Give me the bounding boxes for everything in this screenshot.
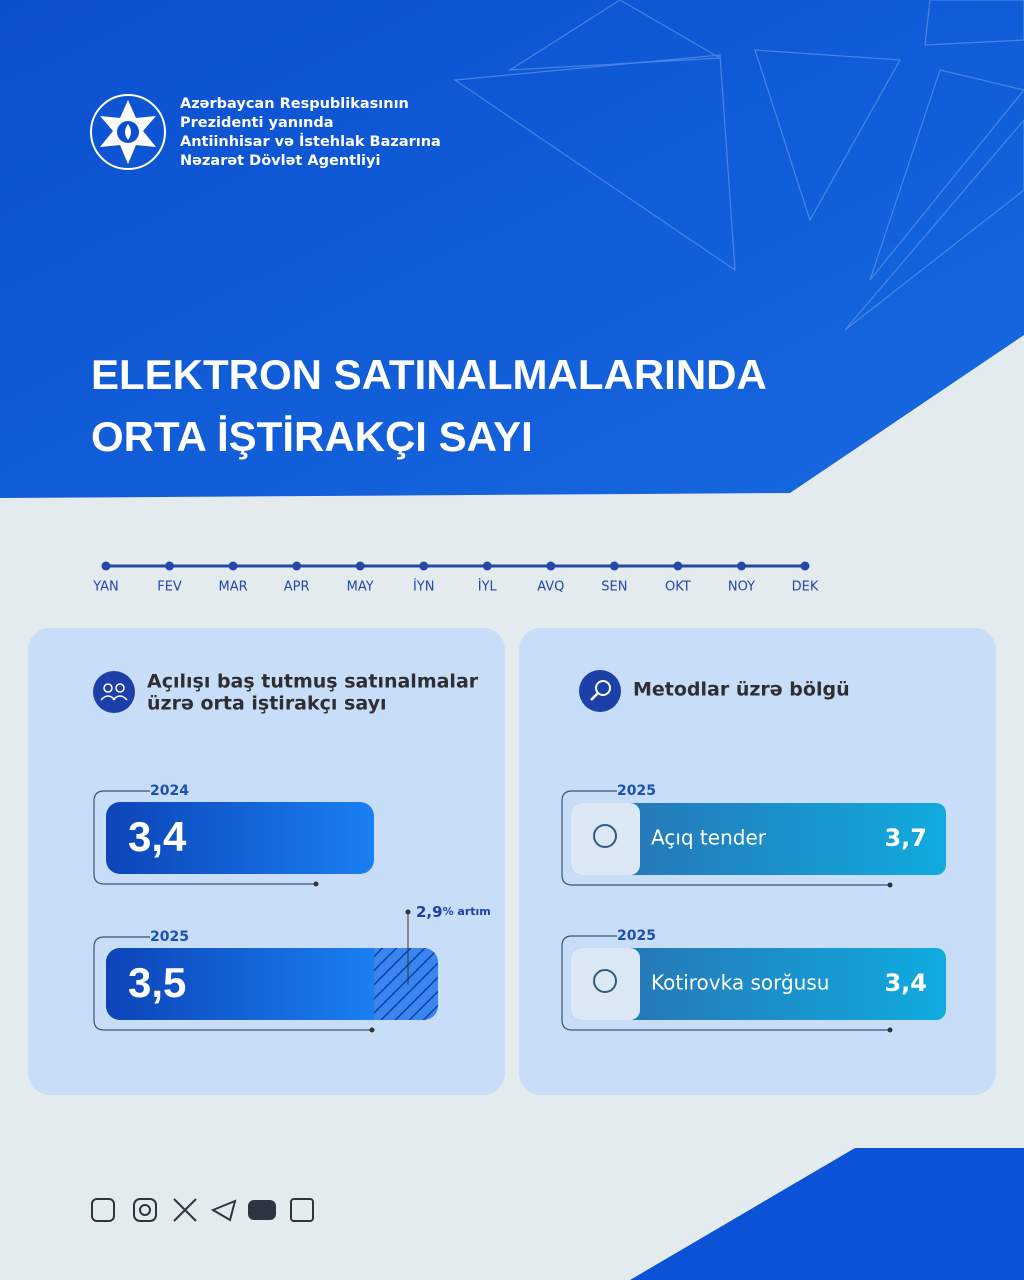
org-name: Nəzarət Dövlət Agentliyi [180,153,380,169]
timeline-dot [800,561,810,571]
timeline-dot [736,561,746,571]
bracket-dot [887,882,893,888]
panel-title: Açılışı baş tutmuş satınalmalar [147,671,479,693]
header-band [0,0,1024,498]
timeline-dot [419,561,429,571]
month-label: DEK [792,580,819,595]
method-bar [571,803,946,875]
month-label: AVQ [537,580,564,595]
facebook-icon[interactable] [91,1198,115,1222]
group-icon [93,671,135,713]
x-icon[interactable] [173,1198,197,1222]
timeline-dot [355,561,365,571]
bracket [561,935,890,1031]
year-label: 2024 [150,783,189,799]
org-name: Azərbaycan Respublikasının [180,96,409,112]
header-pattern [453,0,1024,331]
month-label: APR [284,580,310,595]
youtube-icon[interactable] [248,1200,276,1220]
org-name: Prezidenti yanında [180,115,334,131]
search-icon [579,670,621,712]
month-label: YAN [92,580,119,595]
growth-value: 2,9 [416,903,443,921]
method-icon [571,948,640,1020]
footer-band [630,1148,1024,1280]
icon-glyph [593,824,617,848]
linkedin-icon[interactable] [290,1198,314,1222]
month-label: MAR [219,580,248,595]
bracket [93,790,316,885]
items: 2025 Açıq tender 3,7 2025 Kotirovka sorğusu 3… [561,783,946,1033]
title: ORTA İŞTİRAKÇI SAYI [91,413,533,460]
bar [106,802,374,874]
year-label: 2025 [150,929,189,945]
timeline: YAN FEV MAR APR MAY İYN İYL AVQ SEN OKT NOY DEK [92,561,819,595]
timeline-dot [546,561,556,571]
year-label: 2025 [617,783,656,799]
instagram-icon[interactable] [133,1198,157,1222]
month-label: MAY [347,580,374,595]
telegram-icon[interactable] [210,1199,237,1222]
year-label: 2025 [617,928,656,944]
timeline-dot [101,561,111,571]
timeline-dot [228,561,238,571]
timeline-dot [609,561,619,571]
method-bar [571,948,946,1020]
bar-value: 3,4 [128,813,187,860]
method-value: 3,7 [884,824,927,852]
timeline-dot [292,561,302,571]
panel-title: üzrə orta iştirakçı sayı [147,693,386,715]
social-icons [91,1198,314,1222]
timeline-dot [165,561,175,571]
month-label: İYL [478,579,498,595]
method-label: Açıq tender [651,826,767,850]
month-label: SEN [601,580,627,595]
bracket-dot [887,1027,893,1033]
timeline-dot [482,561,492,571]
month-label: FEV [157,580,182,595]
month-label: NOY [728,580,755,595]
method-label: Kotirovka sorğusu [651,971,829,995]
title: ELEKTRON SATINALMALARINDA [91,351,767,398]
month-label: OKT [665,580,691,595]
method-value: 3,4 [884,969,927,997]
month-label: İYN [413,579,435,595]
method-icon [571,803,640,875]
bar [106,948,438,1020]
icon-glyph [593,969,617,993]
bar-value: 3,5 [128,959,186,1006]
timeline-dot [673,561,683,571]
panel-title: Metodlar üzrə bölgü [633,679,850,701]
logo [90,94,166,170]
growth: 2,9% artım [416,903,491,921]
bracket [93,936,372,1031]
bracket [561,790,890,886]
growth-unit: % artım [443,905,491,918]
org-name: Antiinhisar və İstehlak Bazarına [180,133,441,150]
